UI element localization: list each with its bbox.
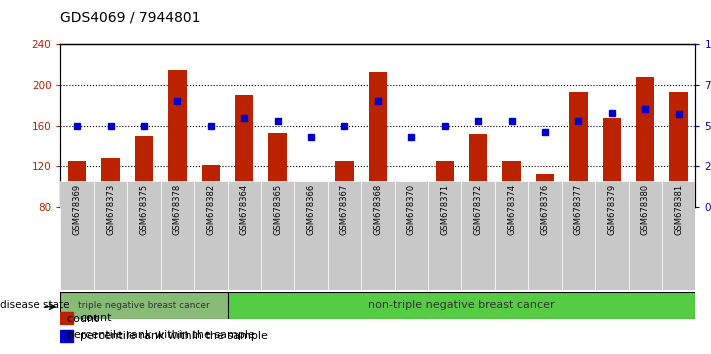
Text: GSM678373: GSM678373 — [106, 184, 115, 235]
FancyBboxPatch shape — [662, 181, 695, 290]
Bar — [469, 134, 487, 207]
Text: GSM678375: GSM678375 — [139, 184, 149, 235]
Bar — [102, 158, 119, 207]
Text: GSM678366: GSM678366 — [306, 184, 316, 235]
Text: GSM678365: GSM678365 — [273, 184, 282, 235]
Bar — [169, 70, 186, 207]
Bar — [269, 133, 287, 207]
Bar — [369, 72, 387, 207]
Text: GSM678372: GSM678372 — [474, 184, 483, 235]
Text: GSM678378: GSM678378 — [173, 184, 182, 235]
Bar — [670, 92, 688, 207]
Text: GSM678371: GSM678371 — [440, 184, 449, 235]
Bar — [235, 95, 253, 207]
FancyBboxPatch shape — [395, 181, 428, 290]
Text: non-triple negative breast cancer: non-triple negative breast cancer — [368, 300, 555, 310]
Bar — [60, 330, 73, 342]
Text: GSM678377: GSM678377 — [574, 184, 583, 235]
FancyBboxPatch shape — [294, 181, 328, 290]
FancyBboxPatch shape — [94, 181, 127, 290]
FancyBboxPatch shape — [161, 181, 194, 290]
Text: GSM678370: GSM678370 — [407, 184, 416, 235]
Text: GSM678367: GSM678367 — [340, 184, 349, 235]
Text: GSM678380: GSM678380 — [641, 184, 650, 235]
Text: GSM678382: GSM678382 — [206, 184, 215, 235]
Bar — [436, 161, 454, 207]
Bar — [60, 292, 228, 319]
Text: count: count — [60, 314, 99, 324]
FancyBboxPatch shape — [127, 181, 161, 290]
Bar — [302, 192, 320, 207]
FancyBboxPatch shape — [495, 181, 528, 290]
Text: GSM678369: GSM678369 — [73, 184, 82, 235]
FancyBboxPatch shape — [261, 181, 294, 290]
Bar — [60, 312, 73, 324]
Text: GSM678379: GSM678379 — [607, 184, 616, 235]
FancyBboxPatch shape — [328, 181, 361, 290]
FancyBboxPatch shape — [528, 181, 562, 290]
Text: percentile rank within the sample: percentile rank within the sample — [60, 330, 255, 339]
Text: percentile rank within the sample: percentile rank within the sample — [80, 331, 268, 341]
Text: GSM678381: GSM678381 — [674, 184, 683, 235]
Bar — [603, 118, 621, 207]
FancyBboxPatch shape — [562, 181, 595, 290]
Bar — [503, 161, 520, 207]
Bar — [68, 161, 86, 207]
FancyBboxPatch shape — [361, 181, 395, 290]
FancyBboxPatch shape — [60, 181, 94, 290]
Bar — [402, 200, 420, 207]
Text: GSM678364: GSM678364 — [240, 184, 249, 235]
Text: GDS4069 / 7944801: GDS4069 / 7944801 — [60, 11, 201, 25]
Bar — [536, 173, 554, 207]
Text: GSM678368: GSM678368 — [373, 184, 383, 235]
Text: GSM678376: GSM678376 — [540, 184, 550, 235]
FancyBboxPatch shape — [595, 181, 629, 290]
Text: triple negative breast cancer: triple negative breast cancer — [78, 301, 210, 310]
FancyBboxPatch shape — [228, 181, 261, 290]
Bar — [636, 77, 654, 207]
Bar — [202, 165, 220, 207]
FancyBboxPatch shape — [461, 181, 495, 290]
FancyBboxPatch shape — [428, 181, 461, 290]
Text: disease state: disease state — [0, 300, 70, 310]
Bar — [135, 136, 153, 207]
FancyBboxPatch shape — [629, 181, 662, 290]
Bar — [570, 92, 587, 207]
Bar — [228, 292, 695, 319]
FancyBboxPatch shape — [194, 181, 228, 290]
Bar — [336, 161, 353, 207]
Text: count: count — [80, 313, 112, 322]
Text: GSM678374: GSM678374 — [507, 184, 516, 235]
